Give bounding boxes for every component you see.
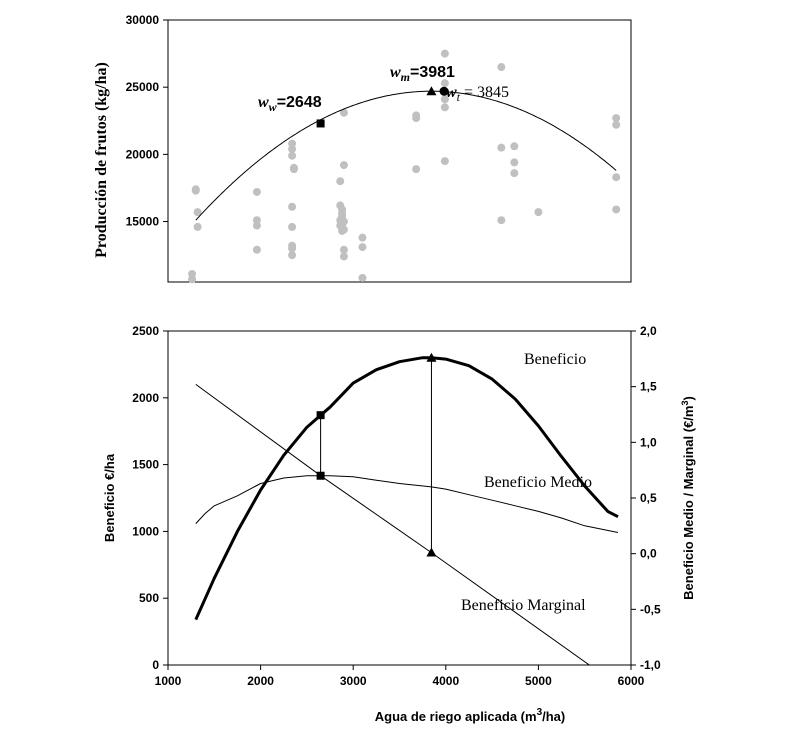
bottom-connector-lines bbox=[320, 357, 432, 553]
scatter-point bbox=[412, 165, 421, 174]
x-tick-label: 2000 bbox=[247, 674, 274, 688]
triangle-marker bbox=[426, 86, 437, 96]
square-marker bbox=[316, 411, 325, 420]
y2-tick-label: 2,0 bbox=[640, 324, 657, 338]
scatter-point bbox=[612, 120, 621, 129]
label-beneficio: Beneficio bbox=[524, 351, 586, 368]
x-tick-label: 6000 bbox=[618, 674, 645, 688]
label-beneficio-medio: Beneficio Medio bbox=[484, 474, 592, 491]
top-y-axis-title: Producción de frutos (kg/ha) bbox=[93, 62, 110, 258]
scatter-point bbox=[612, 114, 621, 123]
square-marker bbox=[316, 471, 325, 480]
scatter-point bbox=[339, 245, 348, 254]
scatter-point bbox=[497, 216, 506, 225]
scatter-point bbox=[510, 169, 519, 178]
scatter-point bbox=[440, 49, 449, 58]
scatter-point bbox=[288, 222, 297, 231]
y2-tick-label: -0,5 bbox=[640, 602, 661, 616]
wm-annotation: wm=3981 bbox=[390, 64, 455, 84]
scatter-point bbox=[191, 186, 200, 195]
scatter-point bbox=[412, 114, 421, 123]
bottom-x-ticks: 1000 2000 3000 4000 5000 6000 bbox=[155, 665, 645, 688]
series-beneficio-medio bbox=[195, 475, 619, 533]
scatter-point bbox=[288, 244, 297, 253]
bottom-plot-frame bbox=[167, 330, 632, 666]
y2-tick-label: 0,5 bbox=[640, 491, 657, 505]
y2-tick-label: 0,0 bbox=[640, 547, 657, 561]
y-tick-label: 2000 bbox=[132, 391, 159, 405]
bottom-y-axis-title: Beneficio €/ha bbox=[102, 453, 117, 542]
series-beneficio bbox=[194, 356, 619, 621]
top-y-tick-label: 25000 bbox=[126, 80, 160, 94]
scatter-point bbox=[339, 161, 348, 170]
x-axis-title: Agua de riego aplicada (m3/ha) bbox=[375, 707, 566, 724]
x-tick-label: 4000 bbox=[432, 674, 459, 688]
bottom-panel: 1000 2000 3000 4000 5000 6000 0 500 1000 1500 200… bbox=[102, 324, 696, 724]
scatter-point bbox=[193, 208, 202, 217]
scatter-point bbox=[252, 245, 261, 254]
scatter-point bbox=[497, 143, 506, 152]
scatter-point bbox=[252, 187, 261, 196]
y2-tick-label: 1,0 bbox=[640, 435, 657, 449]
scatter-point bbox=[510, 142, 519, 151]
label-beneficio-marginal: Beneficio Marginal bbox=[461, 597, 586, 614]
scatter-point bbox=[336, 177, 345, 186]
y-tick-label: 1000 bbox=[132, 524, 159, 538]
scatter-point bbox=[534, 208, 543, 217]
bottom-markers bbox=[316, 352, 437, 557]
bottom-y2-axis-title: Beneficio Medio / Marginal (€/m3) bbox=[680, 396, 696, 600]
y2-tick-label: -1,0 bbox=[640, 658, 661, 672]
y-tick-label: 0 bbox=[152, 658, 159, 672]
top-y-tick-label: 15000 bbox=[126, 215, 160, 229]
scatter-point bbox=[510, 158, 519, 167]
top-y-tick-label: 30000 bbox=[126, 13, 160, 27]
x-tick-label: 5000 bbox=[525, 674, 552, 688]
circle-marker bbox=[439, 86, 449, 96]
scatter-point bbox=[440, 79, 449, 88]
scatter-point bbox=[440, 95, 449, 104]
triangle-marker bbox=[426, 547, 437, 557]
scatter-point bbox=[612, 173, 621, 182]
x-tick-label: 3000 bbox=[340, 674, 367, 688]
scatter-point bbox=[288, 202, 297, 211]
scatter-point bbox=[288, 151, 297, 160]
scatter-point bbox=[497, 63, 506, 72]
scatter-point bbox=[193, 222, 202, 231]
top-panel: 15000 20000 25000 30000 Producción de fruto… bbox=[93, 13, 632, 284]
top-fit-curve bbox=[195, 90, 617, 221]
scatter-point bbox=[338, 226, 347, 235]
scatter-point bbox=[188, 275, 197, 284]
y-tick-label: 1500 bbox=[132, 458, 159, 472]
scatter-point bbox=[358, 233, 367, 242]
scatter-point bbox=[612, 205, 621, 214]
top-y-ticks: 15000 20000 25000 30000 bbox=[126, 13, 168, 229]
scatter-point bbox=[440, 103, 449, 112]
scatter-point bbox=[440, 157, 449, 166]
scatter-point bbox=[288, 251, 297, 260]
scatter-point bbox=[252, 221, 261, 230]
top-y-tick-label: 20000 bbox=[126, 147, 160, 161]
y2-tick-label: 1,5 bbox=[640, 380, 657, 394]
top-plot-frame bbox=[167, 19, 632, 283]
x-tick-label: 1000 bbox=[155, 674, 182, 688]
wt-annotation: wt = 3845 bbox=[446, 84, 509, 104]
scatter-point bbox=[289, 165, 298, 174]
scatter-point bbox=[339, 108, 348, 117]
scatter-point bbox=[339, 252, 348, 261]
top-scatter-points bbox=[188, 49, 621, 284]
triangle-marker bbox=[426, 352, 437, 362]
ww-annotation: ww=2648 bbox=[258, 94, 322, 114]
y-tick-label: 500 bbox=[139, 591, 159, 605]
scatter-point bbox=[358, 243, 367, 252]
top-markers bbox=[316, 86, 449, 128]
series-beneficio-marginal bbox=[195, 383, 590, 665]
scatter-point bbox=[288, 144, 297, 153]
bottom-y2-ticks: -1,0 -0,5 0,0 0,5 1,0 1,5 2,0 bbox=[631, 324, 661, 672]
scatter-point bbox=[358, 273, 367, 282]
bottom-y-ticks: 0 500 1000 1500 2000 2500 bbox=[132, 324, 168, 672]
y-tick-label: 2500 bbox=[132, 324, 159, 338]
square-marker bbox=[316, 119, 325, 128]
bottom-series bbox=[194, 356, 619, 665]
